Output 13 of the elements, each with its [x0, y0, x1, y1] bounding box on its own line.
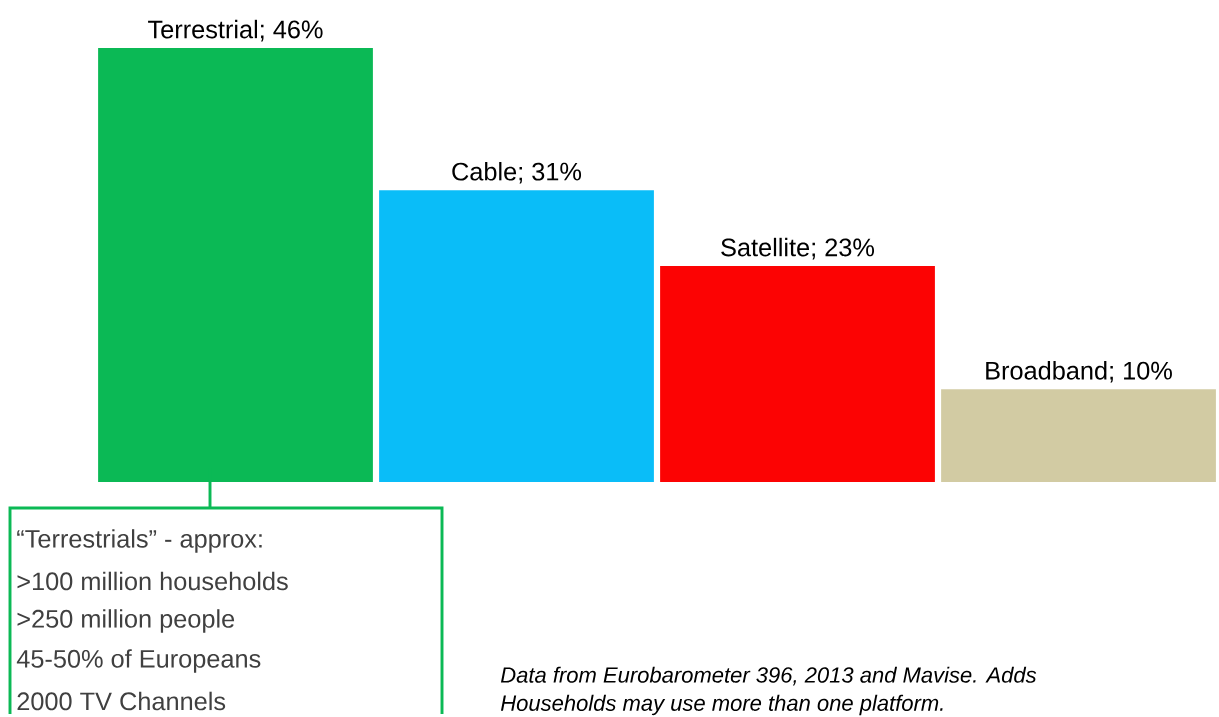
text: Data from Eurobarometer 396, 2013 and Mavise. Adds [500, 666, 1037, 686]
bar [658, 264, 937, 485]
text: 2000 TV Channels [17, 691, 226, 711]
text: Households may use more than one platform. [500, 694, 943, 716]
text: 45-50% of Europeans [16, 649, 261, 673]
data-label: Terrestrial; 46% [148, 19, 323, 42]
data-label: Broadband; 10% [986, 361, 1172, 383]
text: >100 million households [17, 571, 288, 591]
text: “Terrestrials” - approx: [17, 529, 262, 553]
bar [377, 188, 656, 485]
data-label: Satellite; 23% [721, 237, 875, 260]
data-label: Cable; 31% [452, 161, 582, 184]
text: >250 million people [17, 609, 235, 633]
